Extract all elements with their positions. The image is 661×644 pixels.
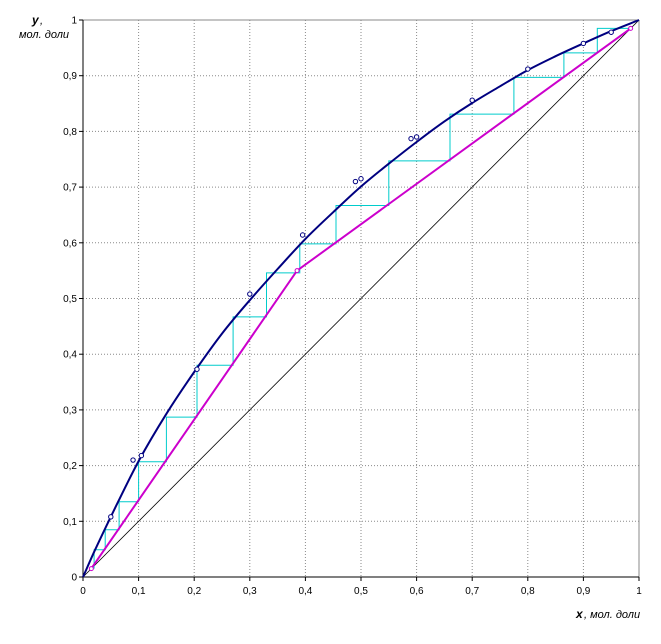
equilibrium-data-point-3 bbox=[194, 366, 200, 372]
y-tick-label-8: 0,8 bbox=[63, 127, 77, 138]
y-tick-label-9: 0,9 bbox=[63, 71, 77, 82]
equilibrium-data-point-0 bbox=[108, 514, 114, 520]
x-tick-label-0: 0 bbox=[80, 586, 86, 597]
equilibrium-data-point-2 bbox=[138, 452, 145, 459]
y-tick-label-1: 0,1 bbox=[63, 517, 77, 528]
equilibrium-data-point-4 bbox=[247, 291, 253, 297]
operating-line-point-2 bbox=[628, 25, 634, 31]
x-tick-label-9: 0,9 bbox=[576, 586, 590, 597]
y-tick-label-0: 0 bbox=[71, 573, 77, 584]
y-tick-label-5: 0,5 bbox=[63, 294, 77, 305]
y-tick-label-3: 0,3 bbox=[63, 405, 77, 416]
y-tick-label-4: 0,4 bbox=[63, 350, 77, 361]
x-tick-label-7: 0,7 bbox=[465, 586, 479, 597]
y-tick-label-7: 0,7 bbox=[63, 183, 77, 194]
x-axis-title-var: x bbox=[575, 607, 584, 621]
x-tick-label-4: 0,4 bbox=[298, 586, 312, 597]
x-tick-label-6: 0,6 bbox=[410, 586, 424, 597]
equilibrium-data-point-7 bbox=[358, 176, 364, 182]
equilibrium-data-point-9 bbox=[413, 134, 420, 140]
operating-line-point-0 bbox=[88, 566, 94, 572]
equilibrium-data-point-13 bbox=[608, 29, 614, 35]
series-layer bbox=[82, 19, 640, 578]
equilibrium-curve bbox=[82, 19, 640, 578]
x-tick-label-2: 0,2 bbox=[187, 586, 201, 597]
axes-layer bbox=[79, 19, 640, 581]
y-tick-label-10: 1 bbox=[71, 16, 77, 27]
equilibrium-data-point-5 bbox=[299, 232, 306, 238]
x-tick-label-8: 0,8 bbox=[521, 586, 535, 597]
equilibrium-data-point-11 bbox=[525, 66, 531, 72]
y-tick-label-6: 0,6 bbox=[63, 238, 77, 249]
diagonal-line bbox=[82, 19, 640, 578]
equilibrium-data-point-10 bbox=[469, 97, 475, 103]
x-tick-label-10: 1 bbox=[636, 586, 642, 597]
equilibrium-data-point-8 bbox=[408, 135, 414, 142]
equilibrium-data-point-12 bbox=[580, 40, 587, 47]
x-axis-title-rest: , мол. доли bbox=[584, 609, 640, 621]
x-tick-label-5: 0,5 bbox=[354, 586, 368, 597]
tick-label-layer: 0 0,1 0,2 0,3 0,4 0,5 0,6 0,7 0,8 0,9 1 0 0,1 0,2 0,3 0… bbox=[63, 16, 642, 598]
x-tick-label-1: 0,1 bbox=[132, 586, 146, 597]
operating-line-point-1 bbox=[294, 268, 300, 274]
y-tick-label-2: 0,2 bbox=[63, 461, 77, 472]
y-axis-title-rest: мол. доли bbox=[19, 29, 69, 41]
equilibrium-data-point-6 bbox=[352, 178, 359, 185]
equilibrium-data-point-1 bbox=[130, 457, 136, 463]
y-axis-title-comma: , bbox=[40, 15, 43, 27]
y-axis-title-var: y bbox=[31, 13, 40, 27]
x-tick-label-3: 0,3 bbox=[243, 586, 257, 597]
